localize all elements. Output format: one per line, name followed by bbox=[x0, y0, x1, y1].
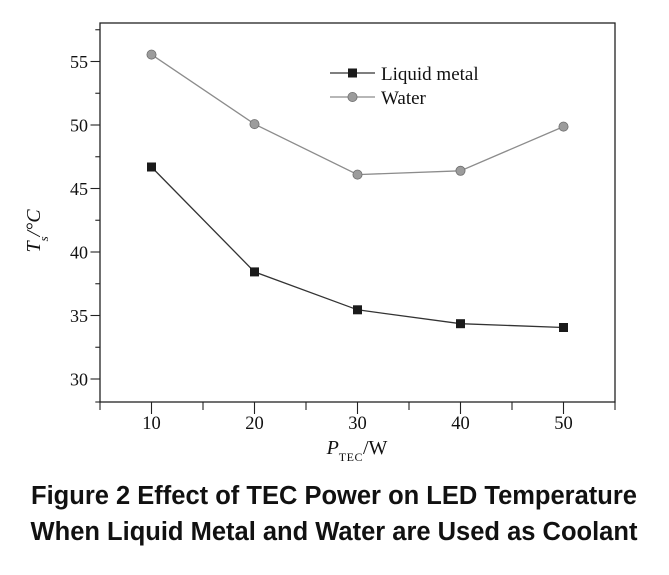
svg-text:PTEC/W: PTEC/W bbox=[326, 437, 388, 464]
svg-text:40: 40 bbox=[451, 414, 470, 434]
svg-text:55: 55 bbox=[70, 52, 88, 72]
svg-text:Ts/°C: Ts/°C bbox=[23, 209, 51, 253]
svg-text:When Liquid Metal and Water ar: When Liquid Metal and Water are Used as … bbox=[31, 518, 638, 546]
svg-text:Water: Water bbox=[381, 88, 427, 109]
svg-text:20: 20 bbox=[245, 414, 264, 434]
svg-text:Figure 2 Effect of TEC Power o: Figure 2 Effect of TEC Power on LED Temp… bbox=[31, 482, 637, 510]
svg-text:45: 45 bbox=[70, 179, 88, 199]
svg-text:30: 30 bbox=[70, 370, 88, 390]
svg-text:10: 10 bbox=[142, 414, 161, 434]
svg-text:30: 30 bbox=[348, 414, 367, 434]
svg-text:50: 50 bbox=[554, 414, 573, 434]
svg-text:35: 35 bbox=[70, 306, 88, 326]
svg-text:Liquid metal: Liquid metal bbox=[381, 64, 479, 85]
svg-text:40: 40 bbox=[70, 243, 88, 263]
svg-text:50: 50 bbox=[70, 116, 88, 136]
